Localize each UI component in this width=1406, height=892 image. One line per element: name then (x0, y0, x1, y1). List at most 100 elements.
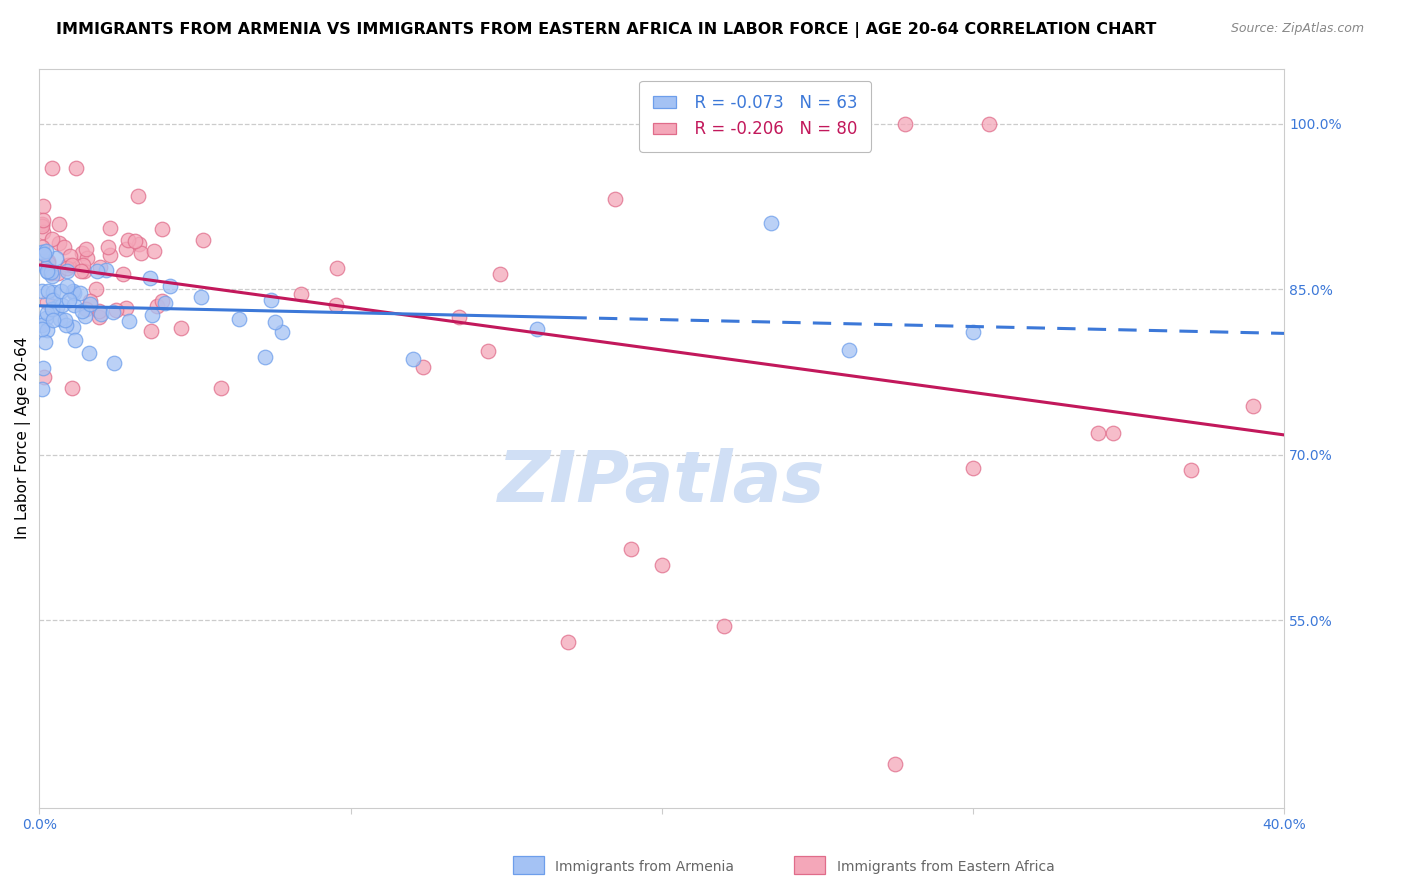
Immigrants from Armenia (72, 304, 94, 318)
Immigrants from Eastern Africa (98, 220, 121, 235)
Immigrants from Eastern Africa (962, 461, 984, 475)
Text: Immigrants from Armenia: Immigrants from Armenia (555, 860, 734, 874)
Immigrants from Eastern Africa (129, 246, 152, 260)
Immigrants from Eastern Africa (31, 219, 53, 233)
Immigrants from Eastern Africa (713, 619, 735, 633)
Immigrants from Armenia (35, 244, 58, 258)
Immigrants from Eastern Africa (37, 256, 59, 270)
Immigrants from Eastern Africa (31, 225, 53, 239)
Immigrants from Eastern Africa (117, 233, 139, 247)
Immigrants from Armenia (42, 293, 65, 307)
Immigrants from Armenia (31, 322, 53, 336)
Immigrants from Armenia (37, 284, 59, 298)
Immigrants from Armenia (31, 382, 53, 396)
Immigrants from Armenia (51, 298, 73, 312)
Immigrants from Eastern Africa (75, 301, 97, 316)
Immigrants from Eastern Africa (76, 252, 98, 266)
Immigrants from Eastern Africa (115, 242, 138, 256)
Immigrants from Eastern Africa (884, 756, 907, 771)
Immigrants from Armenia (264, 315, 287, 329)
Immigrants from Eastern Africa (893, 117, 915, 131)
Immigrants from Armenia (270, 325, 292, 339)
Immigrants from Eastern Africa (1241, 399, 1264, 413)
Immigrants from Armenia (838, 343, 860, 357)
Immigrants from Eastern Africa (1102, 425, 1125, 440)
Immigrants from Armenia (37, 265, 59, 279)
Immigrants from Armenia (254, 350, 277, 364)
Immigrants from Eastern Africa (31, 240, 53, 254)
Immigrants from Armenia (34, 260, 56, 275)
Bar (794, 856, 825, 874)
Immigrants from Eastern Africa (32, 370, 55, 384)
Immigrants from Armenia (41, 301, 63, 316)
Immigrants from Eastern Africa (79, 293, 101, 308)
Immigrants from Eastern Africa (1087, 425, 1109, 440)
Immigrants from Armenia (34, 310, 56, 325)
Immigrants from Eastern Africa (112, 268, 135, 282)
Immigrants from Eastern Africa (209, 381, 232, 395)
Immigrants from Armenia (31, 284, 53, 298)
Immigrants from Armenia (42, 313, 65, 327)
Immigrants from Eastern Africa (69, 264, 91, 278)
Immigrants from Eastern Africa (89, 310, 111, 325)
Immigrants from Armenia (62, 320, 84, 334)
Immigrants from Armenia (42, 285, 65, 299)
Immigrants from Armenia (35, 263, 58, 277)
Immigrants from Armenia (49, 312, 72, 326)
Legend:   R = -0.073   N = 63,   R = -0.206   N = 80: R = -0.073 N = 63, R = -0.206 N = 80 (640, 80, 872, 152)
Immigrants from Eastern Africa (150, 294, 173, 309)
Immigrants from Eastern Africa (84, 282, 107, 296)
Immigrants from Eastern Africa (70, 245, 93, 260)
Immigrants from Eastern Africa (56, 258, 79, 272)
Immigrants from Eastern Africa (477, 344, 499, 359)
Immigrants from Armenia (31, 318, 53, 332)
Text: Immigrants from Eastern Africa: Immigrants from Eastern Africa (837, 860, 1054, 874)
Immigrants from Armenia (69, 285, 91, 300)
Immigrants from Eastern Africa (73, 264, 96, 278)
Immigrants from Eastern Africa (56, 261, 79, 276)
Immigrants from Armenia (49, 284, 72, 298)
Immigrants from Eastern Africa (37, 294, 59, 309)
Immigrants from Armenia (35, 323, 58, 337)
Immigrants from Eastern Africa (46, 266, 69, 280)
Immigrants from Eastern Africa (170, 321, 193, 335)
Immigrants from Armenia (103, 356, 125, 370)
Immigrants from Armenia (41, 268, 63, 283)
Immigrants from Armenia (56, 264, 79, 278)
Immigrants from Eastern Africa (412, 359, 434, 374)
Y-axis label: In Labor Force | Age 20-64: In Labor Force | Age 20-64 (15, 337, 31, 540)
Immigrants from Armenia (526, 322, 548, 336)
Immigrants from Eastern Africa (48, 217, 70, 231)
Immigrants from Armenia (55, 318, 77, 332)
Immigrants from Armenia (759, 216, 782, 230)
Immigrants from Eastern Africa (53, 240, 76, 254)
Immigrants from Eastern Africa (605, 192, 627, 206)
Immigrants from Eastern Africa (41, 232, 63, 246)
Immigrants from Armenia (63, 333, 86, 347)
Immigrants from Armenia (63, 297, 86, 311)
Text: ZIPatlas: ZIPatlas (498, 448, 825, 517)
Immigrants from Armenia (159, 278, 181, 293)
Immigrants from Eastern Africa (89, 260, 111, 274)
Immigrants from Eastern Africa (124, 235, 146, 249)
Immigrants from Armenia (90, 307, 112, 321)
Immigrants from Armenia (39, 265, 62, 279)
Text: Source: ZipAtlas.com: Source: ZipAtlas.com (1230, 22, 1364, 36)
Immigrants from Armenia (55, 279, 77, 293)
Immigrants from Eastern Africa (1180, 463, 1202, 477)
Immigrants from Eastern Africa (32, 213, 55, 227)
Immigrants from Eastern Africa (100, 248, 122, 262)
Immigrants from Eastern Africa (60, 381, 83, 395)
Immigrants from Armenia (228, 311, 250, 326)
Immigrants from Eastern Africa (75, 242, 97, 256)
Immigrants from Eastern Africa (128, 236, 150, 251)
Immigrants from Armenia (962, 325, 984, 339)
Immigrants from Eastern Africa (65, 161, 87, 175)
Immigrants from Armenia (32, 361, 55, 376)
Immigrants from Eastern Africa (620, 541, 643, 556)
Immigrants from Armenia (62, 285, 84, 299)
Immigrants from Armenia (190, 290, 212, 304)
Immigrants from Armenia (118, 314, 141, 328)
Immigrants from Armenia (260, 293, 283, 307)
Immigrants from Armenia (34, 335, 56, 350)
